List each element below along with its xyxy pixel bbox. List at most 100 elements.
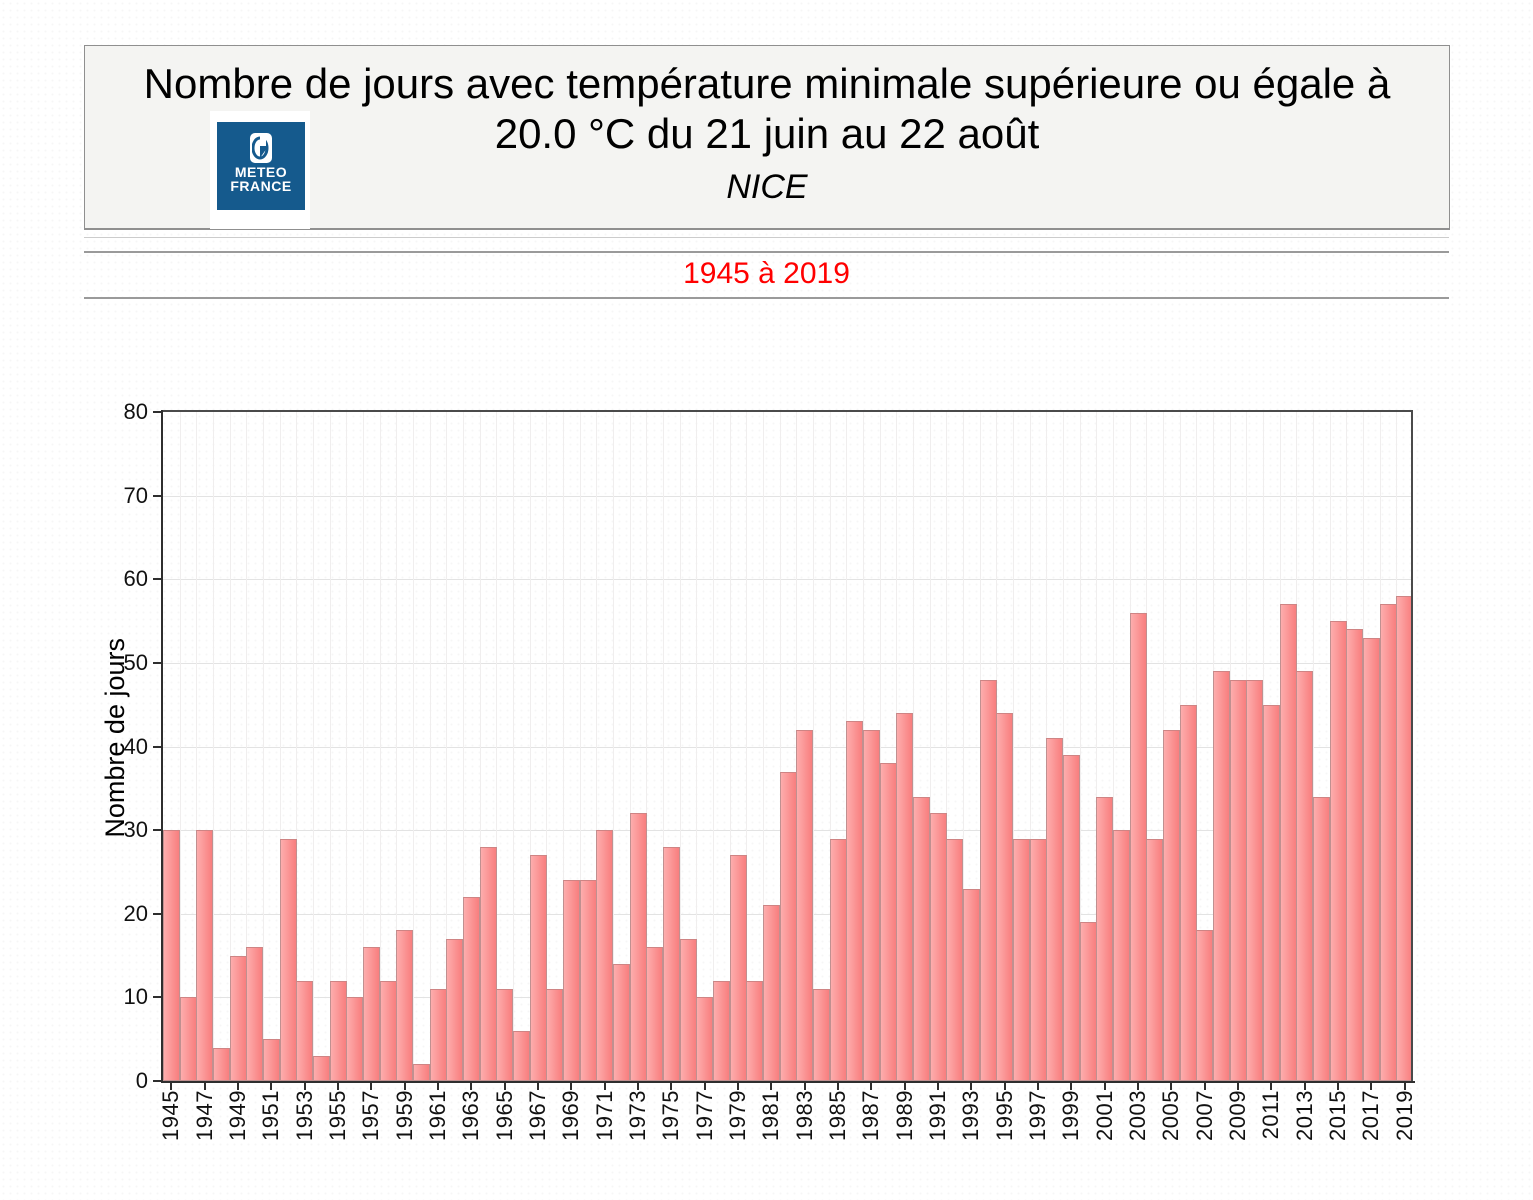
x-tick bbox=[1337, 1083, 1339, 1090]
bar-1971 bbox=[596, 830, 614, 1081]
v-gridline bbox=[546, 412, 548, 1081]
v-gridline bbox=[496, 412, 498, 1081]
x-tick bbox=[1037, 1083, 1039, 1090]
bar-2005 bbox=[1163, 729, 1181, 1081]
x-tick bbox=[537, 1083, 539, 1090]
bar-1999 bbox=[1063, 754, 1081, 1081]
x-tick-label: 1995 bbox=[991, 1090, 1017, 1141]
y-tick bbox=[153, 578, 161, 581]
bar-2001 bbox=[1096, 796, 1114, 1081]
divider-line bbox=[84, 251, 1449, 253]
x-tick bbox=[570, 1083, 573, 1090]
divider-line bbox=[84, 297, 1449, 299]
y-tick bbox=[153, 996, 161, 999]
bar-1974 bbox=[646, 947, 664, 1081]
meteo-france-icon bbox=[250, 133, 272, 163]
bar-1976 bbox=[679, 938, 697, 1081]
bar-1993 bbox=[963, 888, 981, 1081]
x-tick bbox=[470, 1083, 473, 1090]
plot-area bbox=[163, 412, 1414, 1081]
v-gridline bbox=[763, 412, 764, 1081]
x-tick-label: 1961 bbox=[425, 1090, 450, 1141]
v-gridline bbox=[1063, 412, 1064, 1081]
y-tick-label: 30 bbox=[123, 817, 148, 843]
v-gridline bbox=[929, 412, 931, 1081]
bar-1954 bbox=[313, 1055, 331, 1081]
x-tick bbox=[670, 1083, 673, 1090]
x-tick bbox=[637, 1083, 639, 1090]
y-tick-label: 80 bbox=[123, 399, 148, 424]
y-tick-label: 0 bbox=[135, 1068, 148, 1093]
v-gridline bbox=[1029, 412, 1031, 1081]
v-gridline bbox=[946, 412, 948, 1081]
x-tick-label: 1957 bbox=[358, 1090, 384, 1141]
y-tick bbox=[153, 661, 161, 664]
x-tick-label: 1969 bbox=[558, 1090, 584, 1141]
x-tick bbox=[603, 1083, 606, 1090]
v-gridline bbox=[213, 412, 214, 1081]
v-gridline bbox=[1313, 412, 1314, 1081]
y-tick-label: 60 bbox=[123, 566, 148, 592]
bar-1957 bbox=[363, 947, 381, 1081]
bar-1977 bbox=[696, 997, 714, 1081]
bar-1972 bbox=[613, 963, 631, 1081]
x-tick bbox=[1070, 1083, 1073, 1090]
x-tick-label: 1977 bbox=[691, 1090, 717, 1141]
v-gridline bbox=[1013, 412, 1014, 1081]
bar-1949 bbox=[229, 955, 247, 1081]
bar-1947 bbox=[196, 830, 214, 1081]
v-gridline bbox=[563, 412, 564, 1081]
y-tick bbox=[153, 745, 161, 748]
period-label: 1945 à 2019 bbox=[683, 257, 850, 290]
bar-1956 bbox=[346, 997, 364, 1081]
v-gridline bbox=[229, 412, 231, 1081]
bar-2009 bbox=[1229, 679, 1247, 1081]
x-tick bbox=[703, 1083, 706, 1090]
v-gridline bbox=[313, 412, 314, 1081]
v-gridline bbox=[829, 412, 831, 1081]
x-tick bbox=[1170, 1083, 1173, 1090]
x-tick-label: 1967 bbox=[525, 1090, 550, 1141]
bar-2011 bbox=[1263, 704, 1281, 1081]
v-gridline bbox=[713, 412, 714, 1081]
x-tick bbox=[1237, 1083, 1239, 1090]
x-tick-label: 1953 bbox=[291, 1090, 317, 1141]
y-tick-label: 20 bbox=[123, 900, 148, 926]
bar-2012 bbox=[1279, 604, 1297, 1081]
y-tick-label: 70 bbox=[123, 482, 148, 508]
bar-2015 bbox=[1329, 621, 1347, 1081]
x-tick bbox=[337, 1083, 339, 1090]
logo-text-meteo: METEO bbox=[234, 164, 288, 180]
v-gridline bbox=[429, 412, 431, 1081]
bar-1973 bbox=[629, 813, 647, 1081]
v-gridline bbox=[646, 412, 648, 1081]
x-tick bbox=[170, 1083, 173, 1090]
bar-2007 bbox=[1196, 930, 1214, 1081]
v-gridline bbox=[479, 412, 481, 1081]
x-tick bbox=[837, 1083, 839, 1090]
bar-1991 bbox=[929, 813, 947, 1081]
x-tick bbox=[1203, 1083, 1206, 1090]
bar-1997 bbox=[1029, 838, 1047, 1081]
bar-2014 bbox=[1313, 796, 1331, 1081]
v-gridline bbox=[613, 412, 614, 1081]
v-gridline bbox=[379, 412, 381, 1081]
v-gridline bbox=[446, 412, 448, 1081]
bar-1958 bbox=[379, 980, 397, 1081]
x-tick bbox=[503, 1083, 506, 1090]
x-tick-label: 2009 bbox=[1225, 1090, 1250, 1141]
x-tick bbox=[370, 1083, 373, 1090]
x-tick-label: 1983 bbox=[791, 1090, 817, 1141]
bar-1987 bbox=[863, 729, 881, 1081]
bar-1989 bbox=[896, 713, 914, 1081]
x-tick-label: 1997 bbox=[1025, 1090, 1050, 1141]
h-gridline bbox=[163, 579, 1413, 581]
bar-1962 bbox=[446, 938, 464, 1081]
x-tick bbox=[1403, 1083, 1406, 1090]
x-tick bbox=[770, 1083, 773, 1090]
x-tick bbox=[1270, 1083, 1273, 1090]
x-tick bbox=[303, 1083, 306, 1090]
v-gridline bbox=[513, 412, 514, 1081]
v-gridline bbox=[879, 412, 881, 1081]
divider-line bbox=[84, 237, 1449, 238]
